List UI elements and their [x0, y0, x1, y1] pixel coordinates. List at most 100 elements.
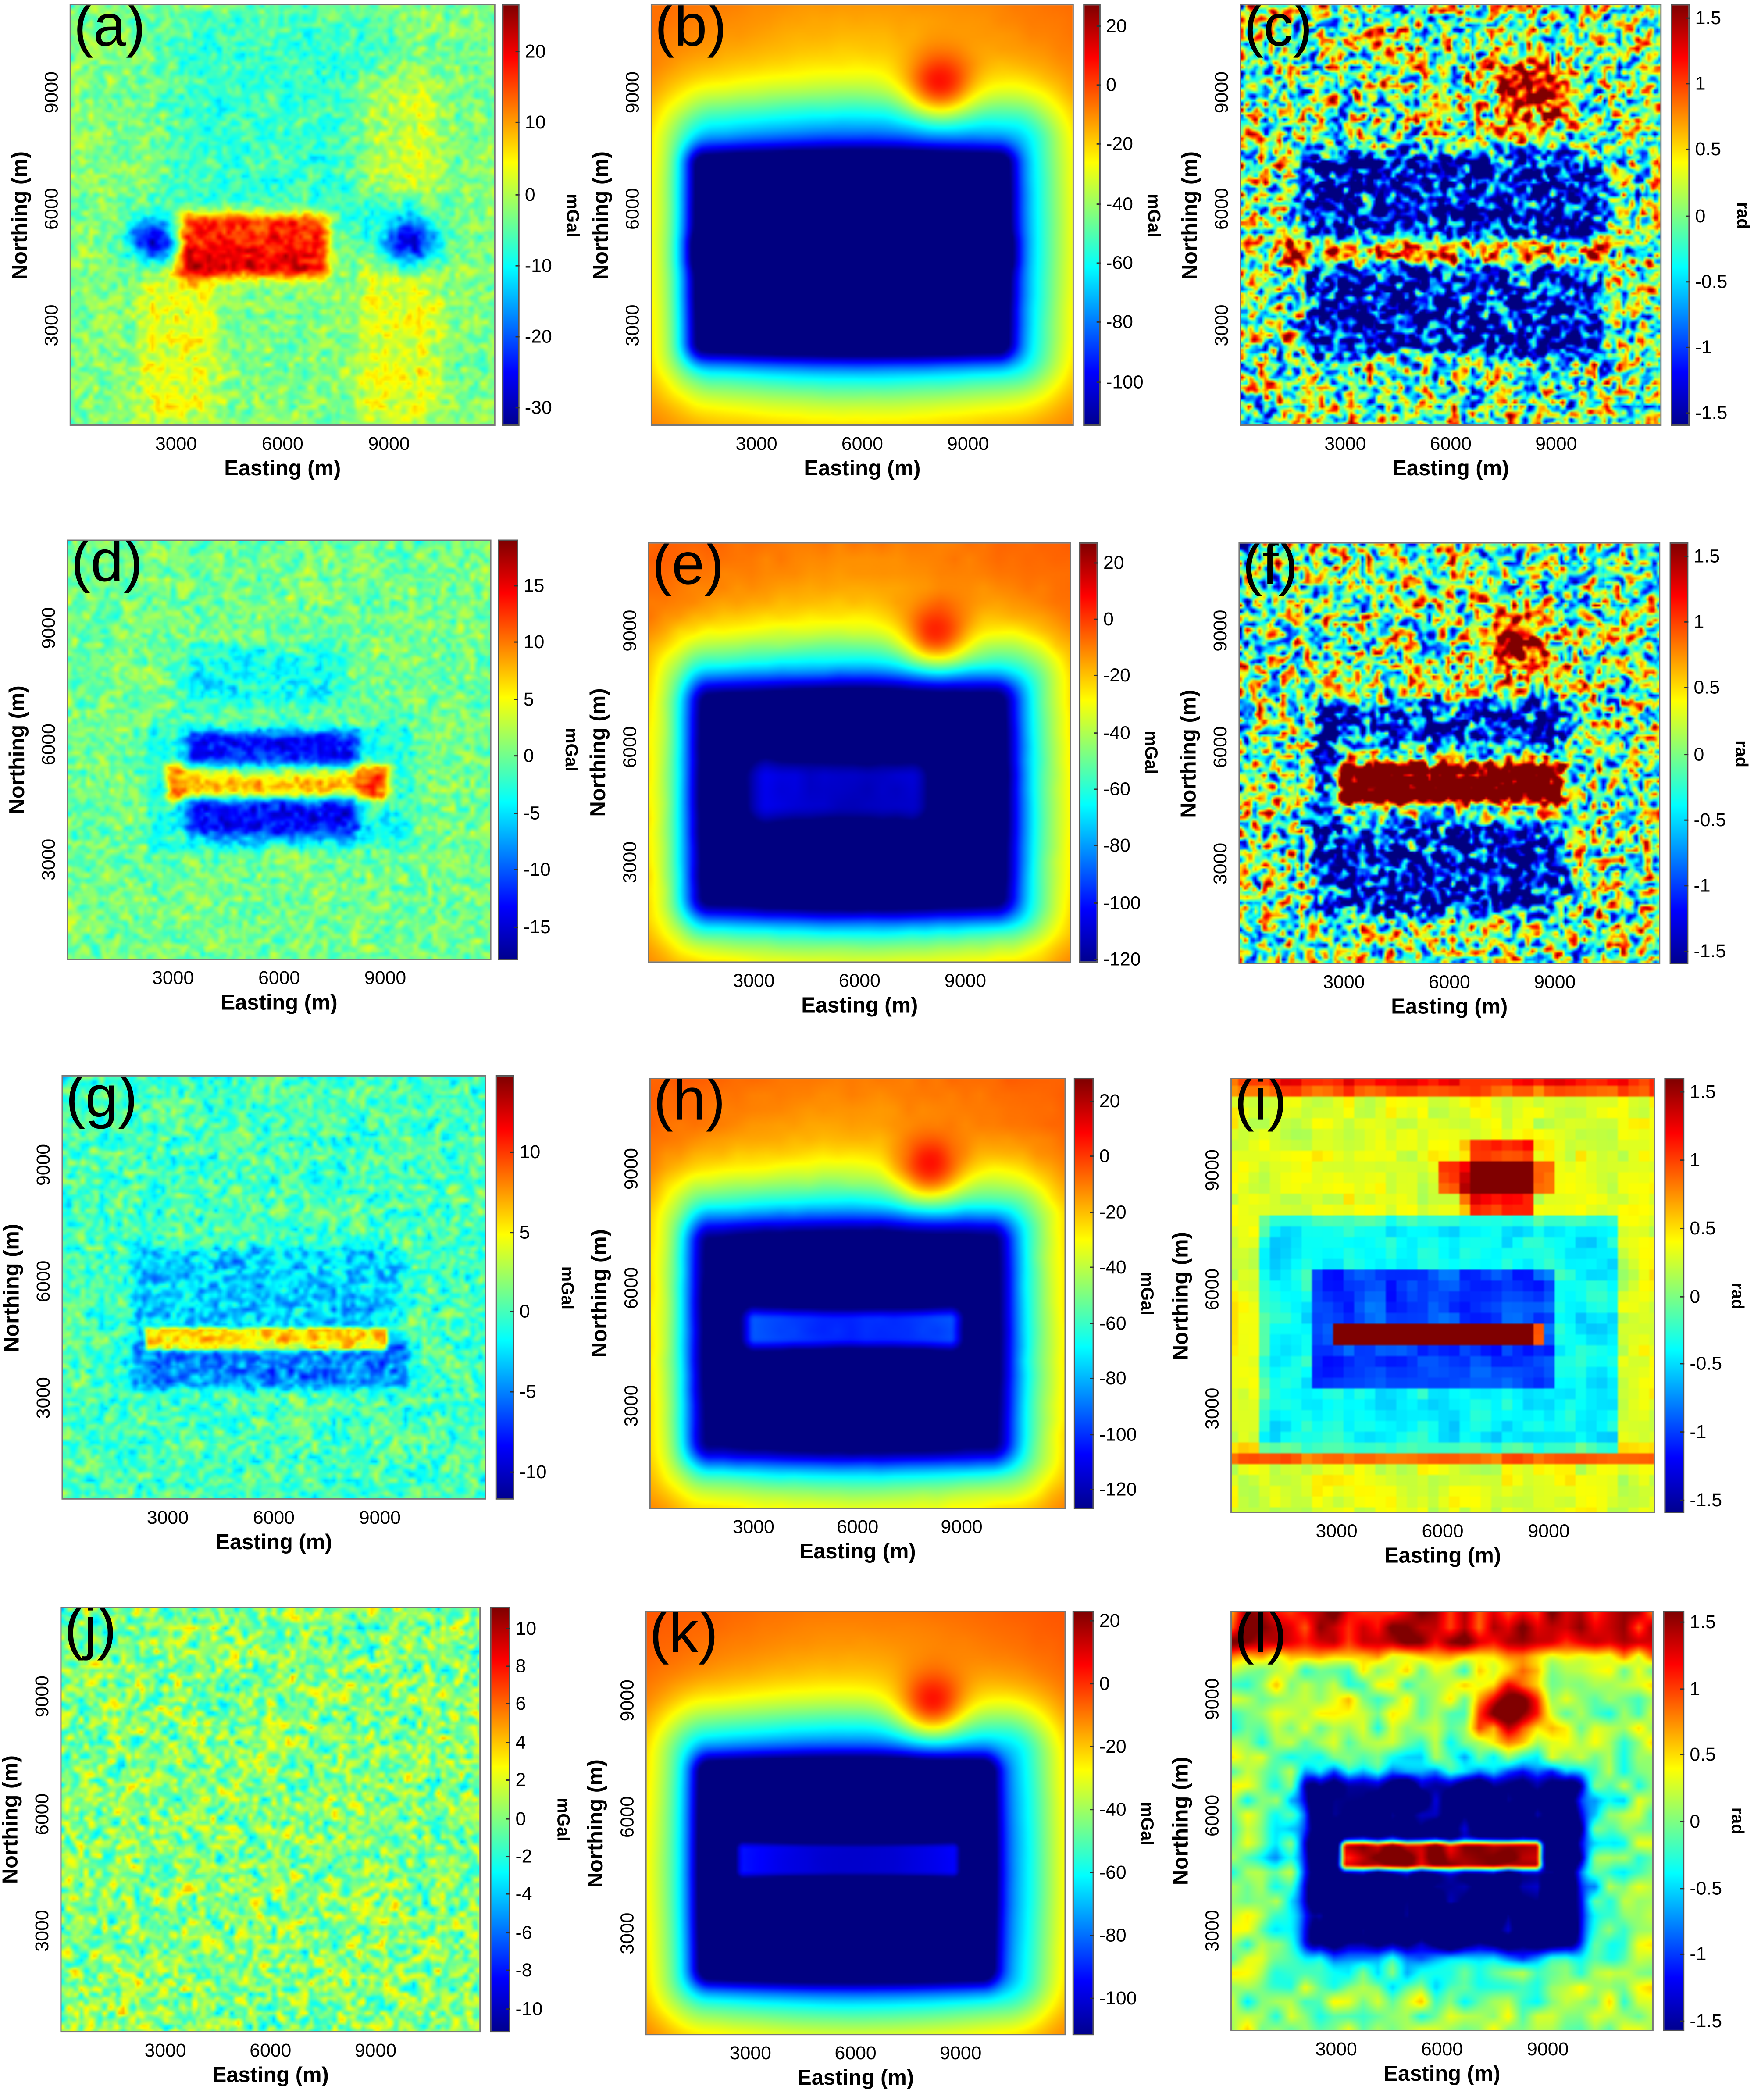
heatmap-plot: (b) — [650, 4, 1074, 426]
colorbar-tick-label: -40 — [1103, 721, 1130, 743]
x-axis-label: Easting (m) — [799, 1541, 916, 1564]
colorbar-tick-mark — [1680, 1887, 1685, 1889]
colorbar-tick-mark — [1094, 845, 1098, 847]
colorbar-tick-mark — [1090, 1323, 1094, 1324]
heatmap-canvas — [61, 1608, 480, 2032]
colorbar-unit-label: rad — [1728, 1807, 1748, 1835]
colorbar-tick-label: -80 — [1099, 1367, 1127, 1389]
colorbar-tick-label: -20 — [1099, 1200, 1127, 1222]
colorbar — [495, 1075, 514, 1500]
colorbar-tick-mark — [514, 585, 518, 587]
x-tick-label: 9000 — [359, 1506, 401, 1528]
x-tick-label: 3000 — [729, 2042, 771, 2064]
y-tick-label: 9000 — [618, 610, 640, 652]
colorbar-tick-mark — [510, 1231, 514, 1233]
colorbar-tick-mark — [1680, 1363, 1685, 1365]
colorbar-unit-label: mGal — [1137, 1271, 1158, 1316]
colorbar-tick-label: 1 — [1690, 1148, 1701, 1170]
x-tick-label: 6000 — [841, 432, 883, 454]
y-tick-label: 9000 — [32, 1144, 54, 1186]
colorbar-tick-label: -1.5 — [1693, 940, 1726, 962]
x-tick-label: 3000 — [152, 966, 194, 988]
colorbar-tick-mark — [506, 1818, 510, 1819]
heatmap-canvas — [1240, 543, 1659, 963]
x-tick-label: 6000 — [1422, 1519, 1464, 1541]
y-tick-label: 3000 — [618, 841, 640, 884]
y-tick-label: 6000 — [37, 723, 59, 765]
y-tick-label: 9000 — [621, 72, 643, 114]
x-axis-label: Easting (m) — [801, 995, 918, 1018]
colorbar — [490, 1607, 510, 2033]
colorbar-tick-label: -1 — [1690, 1943, 1707, 1965]
x-tick-label: 3000 — [1324, 432, 1366, 454]
colorbar-tick-label: -60 — [1099, 1861, 1127, 1883]
heatmap-plot: (h) — [649, 1077, 1066, 1509]
colorbar-tick-label: 15 — [523, 574, 545, 596]
y-tick-label: 3000 — [31, 1910, 53, 1952]
x-tick-label: 3000 — [1315, 2038, 1357, 2060]
colorbar-tick-mark — [515, 193, 520, 195]
colorbar-tick-label: -1.5 — [1690, 2010, 1722, 2032]
x-axis-label: Easting (m) — [221, 992, 338, 1015]
colorbar-unit-label: mGal — [1141, 731, 1162, 774]
colorbar-tick-mark — [1680, 1431, 1685, 1433]
colorbar-tick-mark — [514, 642, 518, 643]
x-tick-label: 9000 — [1535, 432, 1577, 454]
colorbar-tick-label: -1.5 — [1695, 402, 1728, 424]
colorbar-tick-label: -30 — [524, 396, 552, 418]
colorbar-tick-mark — [1686, 17, 1690, 19]
colorbar-tick-label: 1 — [1693, 610, 1704, 632]
y-tick-label: 3000 — [1209, 842, 1231, 884]
colorbar-tick-label: 4 — [515, 1731, 526, 1753]
colorbar-tick-label: -100 — [1106, 370, 1144, 392]
colorbar-tick-label: 20 — [1103, 551, 1124, 573]
x-tick-label: 6000 — [1430, 432, 1472, 454]
y-tick-label: 3000 — [37, 839, 59, 881]
colorbar-tick-label: -120 — [1099, 1479, 1137, 1501]
x-tick-label: 9000 — [368, 432, 410, 454]
colorbar-tick-label: -0.5 — [1690, 1876, 1722, 1898]
colorbar-tick-label: -15 — [523, 915, 551, 937]
colorbar — [498, 539, 518, 960]
y-tick-label: 3000 — [40, 304, 62, 346]
colorbar-tick-mark — [1094, 788, 1098, 790]
colorbar-tick-mark — [515, 122, 520, 124]
colorbar-tick-label: 0.5 — [1690, 1743, 1716, 1765]
colorbar-tick-label: -20 — [1106, 133, 1133, 154]
colorbar-tick-label: 1.5 — [1693, 545, 1720, 567]
colorbar-unit-label: mGal — [561, 728, 582, 772]
colorbar-tick-mark — [1090, 1211, 1094, 1213]
colorbar-tick-label: 0 — [1099, 1145, 1110, 1166]
y-tick-label: 9000 — [40, 72, 62, 114]
colorbar-tick-label: 20 — [1106, 14, 1127, 36]
colorbar-tick-mark — [1096, 25, 1101, 26]
panel-label: (e) — [652, 542, 724, 597]
x-tick-label: 6000 — [250, 2039, 292, 2061]
colorbar-tick-mark — [1090, 1808, 1094, 1810]
y-tick-label: 6000 — [31, 1793, 53, 1835]
y-tick-label: 6000 — [620, 1266, 642, 1308]
heatmap-canvas — [649, 543, 1070, 962]
colorbar-tick-label: -4 — [515, 1883, 532, 1905]
x-tick-label: 9000 — [364, 966, 406, 988]
colorbar-tick-mark — [1684, 621, 1689, 623]
colorbar-tick-label: 2 — [515, 1769, 526, 1790]
colorbar-tick-mark — [1090, 1620, 1094, 1622]
y-axis-label: Northing (m) — [1170, 1231, 1193, 1360]
heatmap-canvas — [68, 541, 490, 959]
colorbar-tick-mark — [1090, 1267, 1094, 1269]
x-axis-label: Easting (m) — [215, 1532, 332, 1554]
colorbar-tick-mark — [510, 1391, 514, 1393]
heatmap-canvas — [646, 1612, 1065, 2034]
x-tick-label: 3000 — [1323, 970, 1365, 992]
colorbar-tick-label: 10 — [523, 631, 545, 653]
y-axis-label: Northing (m) — [1178, 688, 1201, 818]
colorbar-tick-label: -5 — [519, 1380, 536, 1402]
colorbar-tick-mark — [1686, 215, 1690, 217]
y-axis-label: Northing (m) — [9, 150, 32, 279]
heatmap-plot: (g) — [61, 1075, 486, 1500]
panel-label: (k) — [649, 1611, 718, 1666]
colorbar-tick-label: -1 — [1695, 336, 1712, 358]
x-tick-label: 6000 — [253, 1506, 295, 1528]
colorbar-tick-mark — [1090, 1155, 1094, 1157]
